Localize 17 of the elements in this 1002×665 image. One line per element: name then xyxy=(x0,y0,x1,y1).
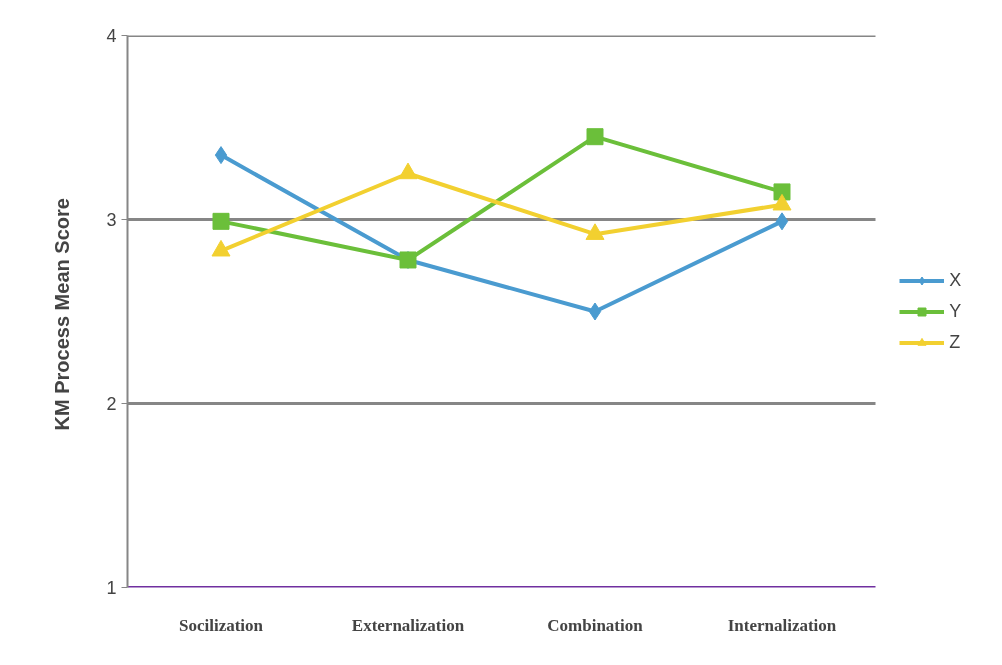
y-tick-label: 2 xyxy=(106,394,117,414)
legend-label: Z xyxy=(949,331,962,353)
x-tick-label: Internalization xyxy=(727,615,837,635)
x-tick-label: Combination xyxy=(547,615,644,635)
point xyxy=(586,128,604,146)
point xyxy=(214,146,228,165)
point xyxy=(212,212,230,230)
y-tick-label: 3 xyxy=(106,210,117,230)
y-tick-label: 4 xyxy=(106,26,117,46)
legend-label: Y xyxy=(949,300,963,322)
point xyxy=(588,302,602,321)
legend-label: X xyxy=(949,269,963,291)
x-tick-label: Socilization xyxy=(178,615,264,635)
point xyxy=(775,212,789,231)
x-tick-label: Externalization xyxy=(351,615,465,635)
y-axis-title: KM Process Mean Score xyxy=(51,198,74,431)
y-tick-label: 1 xyxy=(106,578,117,598)
